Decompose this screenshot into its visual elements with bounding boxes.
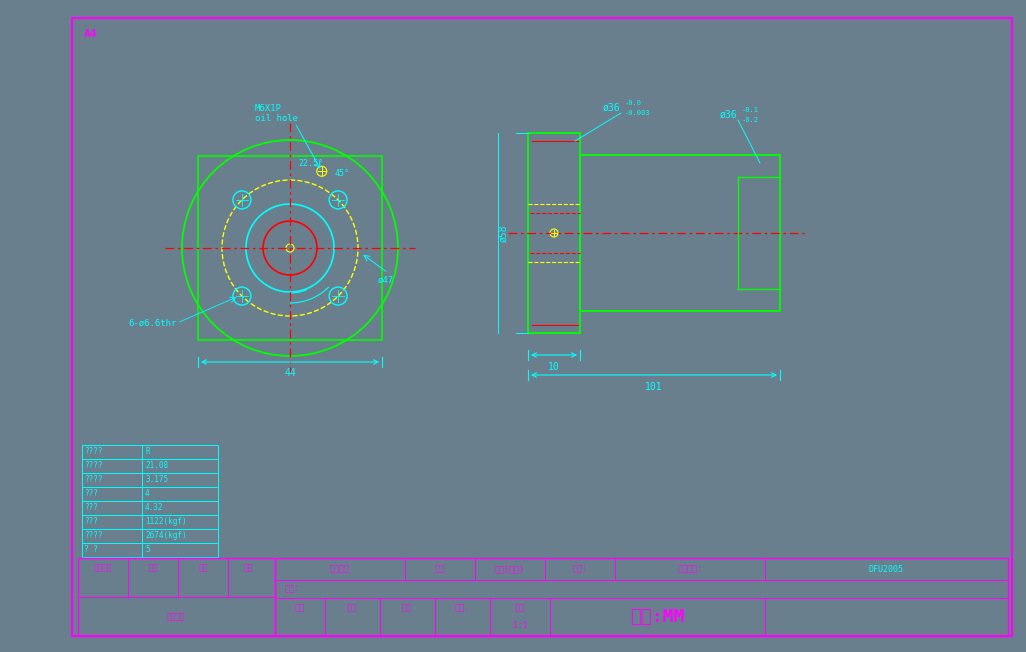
Text: 处数: 处数 bbox=[149, 563, 158, 572]
Text: 单位:MM: 单位:MM bbox=[630, 608, 684, 626]
Text: 设计: 设计 bbox=[347, 604, 357, 612]
Text: ø47: ø47 bbox=[378, 276, 394, 285]
Bar bbox=[580, 155, 780, 311]
Text: 审核: 审核 bbox=[402, 604, 412, 612]
Text: ????: ???? bbox=[84, 475, 103, 484]
Text: 2674(kgf): 2674(kgf) bbox=[145, 531, 187, 541]
Text: ????: ???? bbox=[84, 531, 103, 541]
Text: 型号:: 型号: bbox=[573, 565, 588, 574]
Bar bbox=[82, 473, 218, 487]
Text: 绘图: 绘图 bbox=[295, 604, 305, 612]
Text: 3.175: 3.175 bbox=[145, 475, 168, 484]
Text: 日期: 日期 bbox=[198, 563, 207, 572]
Text: 44: 44 bbox=[284, 368, 295, 378]
Text: -0.2: -0.2 bbox=[742, 117, 759, 123]
Bar bbox=[82, 543, 218, 557]
Text: 客户名称: 客户名称 bbox=[330, 565, 350, 574]
Text: 数量(单台): 数量(单台) bbox=[495, 565, 525, 574]
Text: DFU2005: DFU2005 bbox=[868, 565, 904, 574]
Text: 101: 101 bbox=[645, 382, 663, 392]
Bar bbox=[82, 445, 218, 459]
Text: 材料:: 材料: bbox=[285, 584, 300, 593]
Text: M6X1P: M6X1P bbox=[255, 104, 282, 113]
Text: 存档图号:: 存档图号: bbox=[677, 565, 703, 574]
Text: R: R bbox=[145, 447, 150, 456]
Text: 6-ø6.6thr: 6-ø6.6thr bbox=[128, 318, 177, 327]
Text: A4: A4 bbox=[84, 29, 97, 39]
Text: oil hole: oil hole bbox=[255, 114, 298, 123]
Text: 21.08: 21.08 bbox=[145, 462, 168, 471]
Text: 10: 10 bbox=[548, 362, 560, 372]
Text: ? ?: ? ? bbox=[84, 546, 97, 554]
Bar bbox=[82, 487, 218, 501]
Bar bbox=[528, 133, 580, 333]
Text: 4: 4 bbox=[145, 490, 150, 499]
Text: ???: ??? bbox=[84, 518, 97, 527]
Bar bbox=[82, 459, 218, 473]
Text: -0.1: -0.1 bbox=[742, 107, 759, 113]
Text: ???: ??? bbox=[84, 490, 97, 499]
Bar bbox=[198, 156, 382, 340]
Text: -0.0: -0.0 bbox=[625, 100, 642, 106]
Bar bbox=[275, 558, 1008, 636]
Text: 比例: 比例 bbox=[515, 604, 525, 612]
Text: -0.003: -0.003 bbox=[625, 110, 650, 116]
Text: ø36: ø36 bbox=[603, 103, 621, 113]
Text: ????: ???? bbox=[84, 462, 103, 471]
Text: 5: 5 bbox=[145, 546, 150, 554]
Text: 1:1: 1:1 bbox=[513, 621, 527, 630]
Text: 22.5°: 22.5° bbox=[298, 158, 323, 168]
Bar bbox=[82, 515, 218, 529]
Text: 45°: 45° bbox=[336, 168, 350, 177]
Text: ????: ???? bbox=[84, 447, 103, 456]
Text: 日期: 日期 bbox=[435, 565, 445, 574]
Text: 1122(kgf): 1122(kgf) bbox=[145, 518, 187, 527]
Text: ø36: ø36 bbox=[720, 110, 738, 120]
Text: ø58: ø58 bbox=[498, 224, 508, 242]
Bar bbox=[82, 529, 218, 543]
Bar bbox=[82, 501, 218, 515]
Text: 视角.: 视角. bbox=[455, 604, 470, 612]
Bar bbox=[78, 558, 275, 636]
Text: 4.32: 4.32 bbox=[145, 503, 163, 512]
Text: 签名: 签名 bbox=[243, 563, 252, 572]
Text: 客户确认: 客户确认 bbox=[167, 612, 186, 621]
Text: 更改标记: 更改标记 bbox=[93, 563, 112, 572]
Text: ???: ??? bbox=[84, 503, 97, 512]
